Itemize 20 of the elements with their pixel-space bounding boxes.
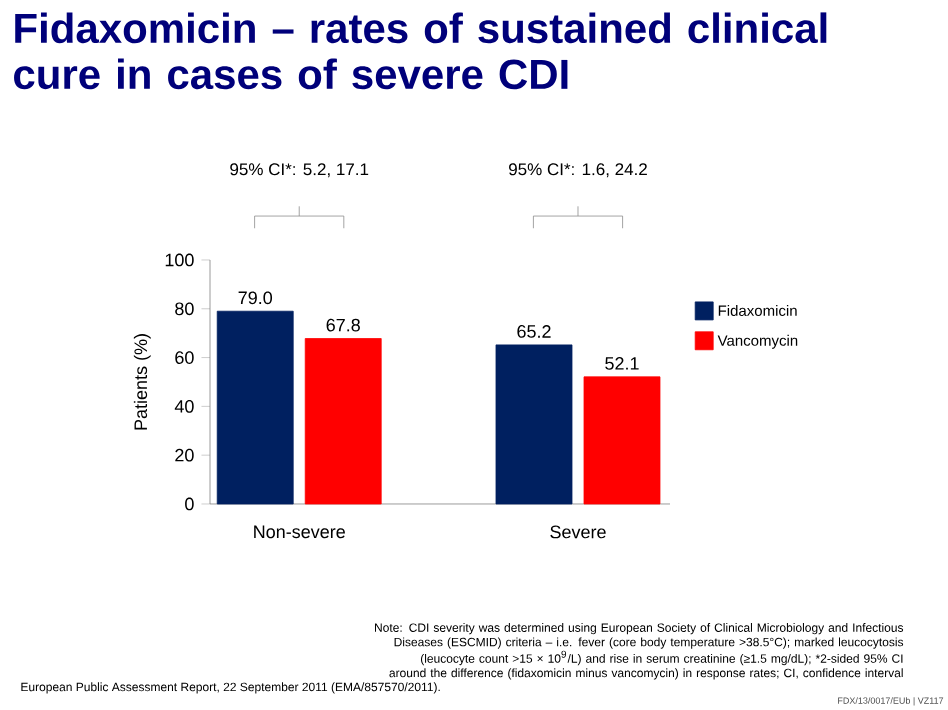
y-axis-title: Patients (%) xyxy=(133,334,151,430)
text: 95% CI*: 5.2, 17.1 xyxy=(230,163,369,178)
bar xyxy=(304,338,382,505)
y-tick-label: 80 xyxy=(175,302,194,316)
y-tick-label: 40 xyxy=(174,399,194,413)
data-label: 52.1 xyxy=(605,357,639,370)
y-tick-label: 20 xyxy=(175,448,194,462)
data-label: 79.0 xyxy=(238,291,273,305)
bar xyxy=(216,310,294,505)
text: 95% CI*: 1.6, 24.2 xyxy=(509,163,647,178)
bar xyxy=(495,344,573,505)
x-tick-label: Severe xyxy=(550,525,606,539)
x-tick-label: Non-severe xyxy=(254,525,345,539)
data-label: 67.8 xyxy=(326,318,360,332)
y-tick-label: 100 xyxy=(165,253,194,267)
y-tick-label: 60 xyxy=(175,351,194,364)
y-tick-label: 0 xyxy=(185,497,194,511)
data-label: 65.2 xyxy=(517,325,551,338)
bar xyxy=(583,376,661,505)
chart-title: Fidaxomicin – rates of sustained clinical cure in cases of severe CDI xyxy=(14,12,827,90)
